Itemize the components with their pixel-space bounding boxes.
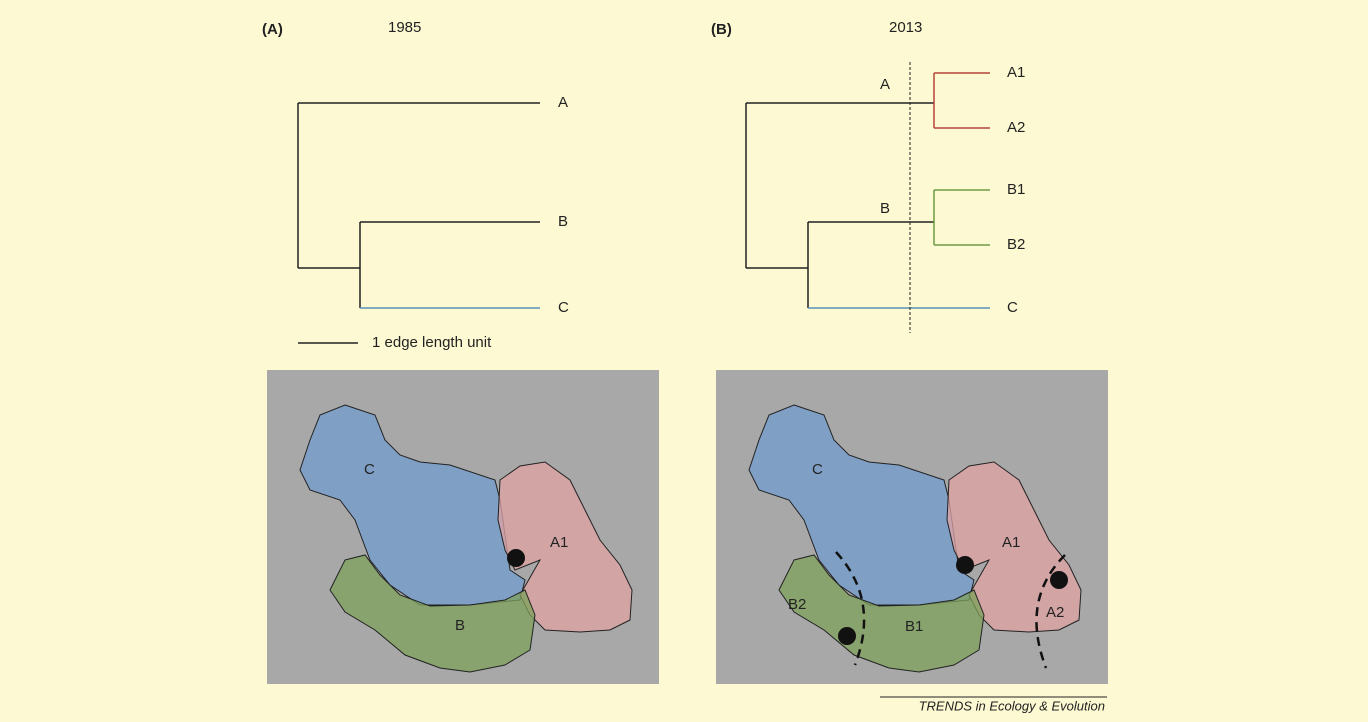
footer: TRENDS in Ecology & Evolution [919, 698, 1105, 713]
map-label: C [364, 461, 375, 478]
map-label: B2 [788, 596, 806, 613]
tip-label: A [558, 94, 568, 111]
point [507, 549, 525, 567]
point [956, 556, 974, 574]
point [838, 627, 856, 645]
year: 2013 [889, 19, 922, 36]
tip-label: C [558, 299, 569, 316]
branch-label: B [880, 200, 890, 217]
tip-label: A1 [1007, 64, 1025, 81]
tip-label: B1 [1007, 181, 1025, 198]
page: (A) 1985 A B C 1 edge length unit (B) 20… [0, 0, 1368, 722]
map-label: A1 [1002, 534, 1020, 551]
branch-label: A [880, 76, 890, 93]
figure: (A) 1985 A B C 1 edge length unit (B) 20… [0, 0, 1368, 722]
map-label: B1 [905, 618, 923, 635]
scale-label: 1 edge length unit [372, 334, 492, 351]
tip-label: B2 [1007, 236, 1025, 253]
year: 1985 [388, 19, 421, 36]
tip-label: A2 [1007, 119, 1025, 136]
tip-label: B [558, 213, 568, 230]
map-label: A2 [1046, 604, 1064, 621]
map-label: B [455, 617, 465, 634]
point [1050, 571, 1068, 589]
map-label: C [812, 461, 823, 478]
background [0, 0, 1368, 722]
panel-label: (A) [262, 21, 283, 38]
map-label: A1 [550, 534, 568, 551]
panel-label: (B) [711, 21, 732, 38]
tip-label: C [1007, 299, 1018, 316]
